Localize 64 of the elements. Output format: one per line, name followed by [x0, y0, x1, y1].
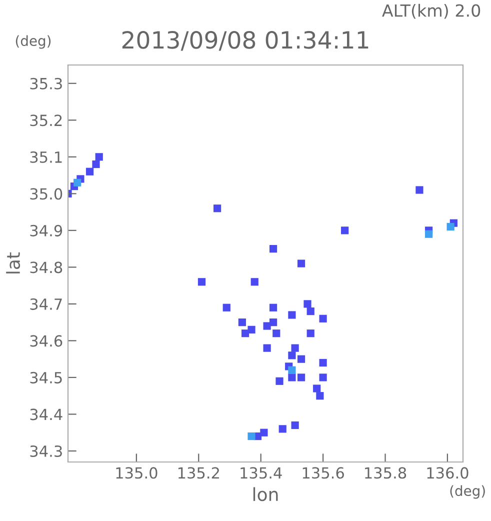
point	[269, 244, 278, 253]
point	[95, 153, 103, 161]
point	[288, 374, 296, 382]
point	[276, 377, 284, 385]
point	[319, 314, 327, 322]
point	[241, 330, 250, 338]
y-axis-title: lat	[6, 252, 20, 274]
point	[341, 226, 349, 234]
y-tick-label: 35.0	[30, 188, 62, 200]
text: (deg)	[16, 35, 51, 49]
y-tick-label: 34.4	[30, 408, 62, 420]
point	[297, 260, 306, 268]
point	[238, 318, 246, 326]
point	[288, 366, 296, 374]
point	[250, 278, 258, 286]
y-tick-label: 34.5	[30, 372, 62, 384]
y-tick-label: 34.6	[30, 335, 62, 347]
point	[297, 374, 306, 382]
point	[263, 322, 271, 330]
point	[319, 358, 327, 367]
point	[263, 344, 271, 352]
point	[313, 384, 321, 392]
x-tick-label: 135.0	[116, 467, 158, 479]
chart-title: 2013/09/08 01:34:11	[122, 30, 368, 51]
text: (deg)	[450, 485, 485, 499]
y-tick-label: 35.1	[30, 151, 62, 163]
point	[86, 168, 94, 176]
x-tick-label: 135.4	[240, 467, 282, 479]
x-tick-label: 135.6	[302, 467, 344, 479]
point	[416, 186, 424, 194]
point	[297, 355, 306, 363]
point	[306, 330, 314, 338]
point	[260, 428, 268, 436]
y-tick-label: 35.2	[30, 114, 62, 126]
point	[291, 421, 299, 430]
point	[92, 160, 100, 168]
point	[316, 392, 324, 400]
point	[248, 432, 256, 440]
point	[319, 374, 327, 382]
y-tick-label: 34.3	[30, 445, 62, 457]
y-tick-label: 34.9	[30, 224, 62, 236]
point	[213, 204, 222, 212]
point	[424, 230, 433, 238]
point	[248, 326, 256, 334]
point	[306, 307, 314, 316]
x-tick-label: 135.8	[365, 467, 406, 479]
point	[272, 330, 280, 338]
x-axis-title: lon	[253, 487, 278, 502]
point	[74, 178, 82, 186]
point	[269, 304, 278, 312]
point	[278, 425, 286, 433]
point	[288, 311, 296, 319]
x-tick-label: 136.0	[427, 467, 468, 479]
point	[304, 300, 312, 308]
y-tick-label: 34.8	[30, 262, 62, 274]
y-tick-label: 35.3	[30, 78, 62, 90]
x-tick-label: 135.2	[178, 467, 219, 479]
point	[222, 304, 230, 312]
text: ALT(km) 2.0	[382, 4, 480, 19]
point	[446, 222, 454, 231]
point	[198, 278, 206, 286]
point	[291, 344, 299, 352]
y-tick-label: 34.7	[30, 298, 62, 310]
point	[288, 352, 296, 360]
